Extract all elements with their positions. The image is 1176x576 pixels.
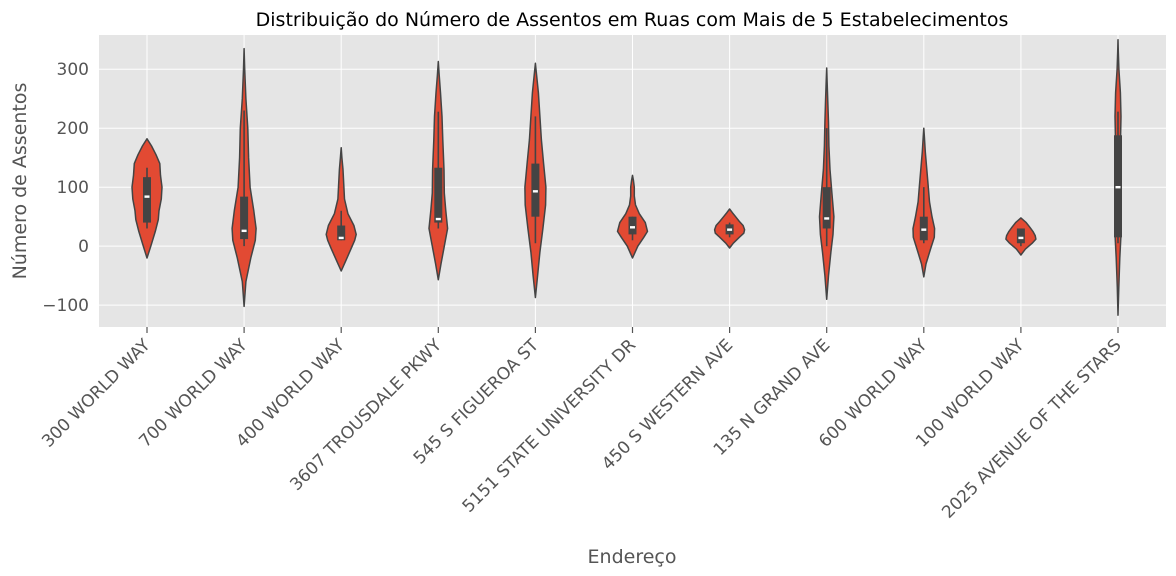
violin-median: [630, 226, 635, 229]
violin-box: [1016, 228, 1025, 244]
violin-median: [532, 190, 538, 193]
violin-box: [434, 167, 443, 223]
violin-median: [1018, 236, 1024, 240]
y-tick-label: 300: [57, 60, 89, 80]
violin-median: [921, 228, 927, 231]
violin-median: [727, 228, 733, 231]
y-tick-label: −100: [42, 296, 89, 316]
y-tick-label: 0: [78, 237, 89, 257]
x-axis-label: Endereço: [588, 546, 677, 568]
violin-median: [824, 217, 830, 220]
violin-median: [144, 195, 150, 198]
violin-box: [628, 216, 637, 235]
violin-median: [241, 229, 247, 233]
violin-median: [338, 236, 344, 240]
y-axis-label: Número de Assentos: [9, 83, 31, 280]
x-tick-label: 5151 STATE UNIVERSITY DR: [459, 335, 641, 517]
x-tick-label: 2025 AVENUE OF THE STARS: [938, 335, 1125, 522]
y-axis-ticks: −100 0 100 200 300: [42, 60, 89, 316]
y-tick-label: 100: [57, 178, 89, 198]
y-tick-label: 200: [57, 119, 89, 139]
violin-body: [325, 146, 357, 272]
violin-box: [822, 187, 831, 229]
violin-box: [337, 225, 346, 241]
violin-median: [435, 217, 441, 221]
chart-title: Distribuição do Número de Assentos em Ru…: [256, 9, 1009, 31]
violin-box: [143, 177, 151, 223]
violins: [131, 38, 1122, 316]
violin-median: [1115, 185, 1121, 189]
violin-box: [240, 196, 249, 240]
